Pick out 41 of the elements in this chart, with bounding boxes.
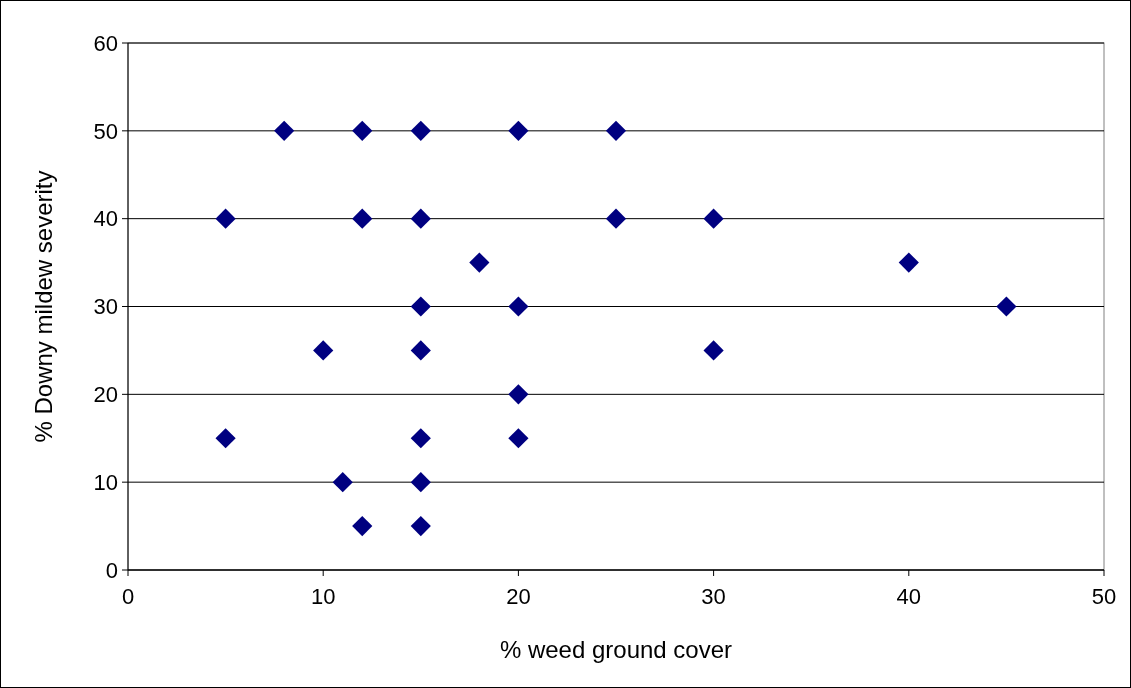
x-axis-title: % weed ground cover	[499, 636, 733, 663]
point	[352, 120, 373, 141]
point	[352, 515, 373, 537]
point	[410, 428, 431, 449]
point	[996, 296, 1017, 317]
point	[508, 384, 529, 405]
point	[352, 208, 373, 229]
x-tick-label: 50	[1091, 584, 1117, 609]
point	[605, 120, 627, 141]
point	[215, 428, 236, 449]
point	[605, 208, 627, 229]
point	[410, 515, 431, 537]
y-tick-label: 20	[93, 382, 118, 408]
y-tick-label: 10	[93, 469, 118, 495]
point	[332, 472, 353, 493]
point	[703, 208, 724, 229]
y-tick-label: 50	[93, 118, 118, 144]
x-tick-label: 0	[121, 584, 135, 609]
point	[508, 428, 529, 449]
point	[410, 296, 431, 317]
point	[215, 208, 236, 229]
point	[469, 252, 490, 273]
x-tick-label: 10	[310, 584, 336, 609]
x-tick-label: 20	[506, 584, 531, 609]
y-axis-title: % Downy mildew severity	[30, 170, 57, 443]
x-tick-label: 30	[701, 584, 726, 609]
y-tick-label: 40	[93, 206, 118, 232]
point	[508, 296, 529, 317]
y-tick-label: 30	[93, 294, 118, 320]
y-tick-label: 0	[105, 557, 118, 583]
point	[410, 208, 431, 229]
x-tick-label: 40	[896, 584, 922, 609]
point	[313, 340, 334, 361]
point	[410, 340, 431, 361]
point	[410, 472, 431, 493]
y-tick-label: 60	[93, 30, 118, 56]
point	[274, 120, 295, 141]
point	[898, 252, 919, 273]
point	[410, 120, 431, 141]
point	[703, 340, 724, 361]
point	[508, 120, 529, 141]
